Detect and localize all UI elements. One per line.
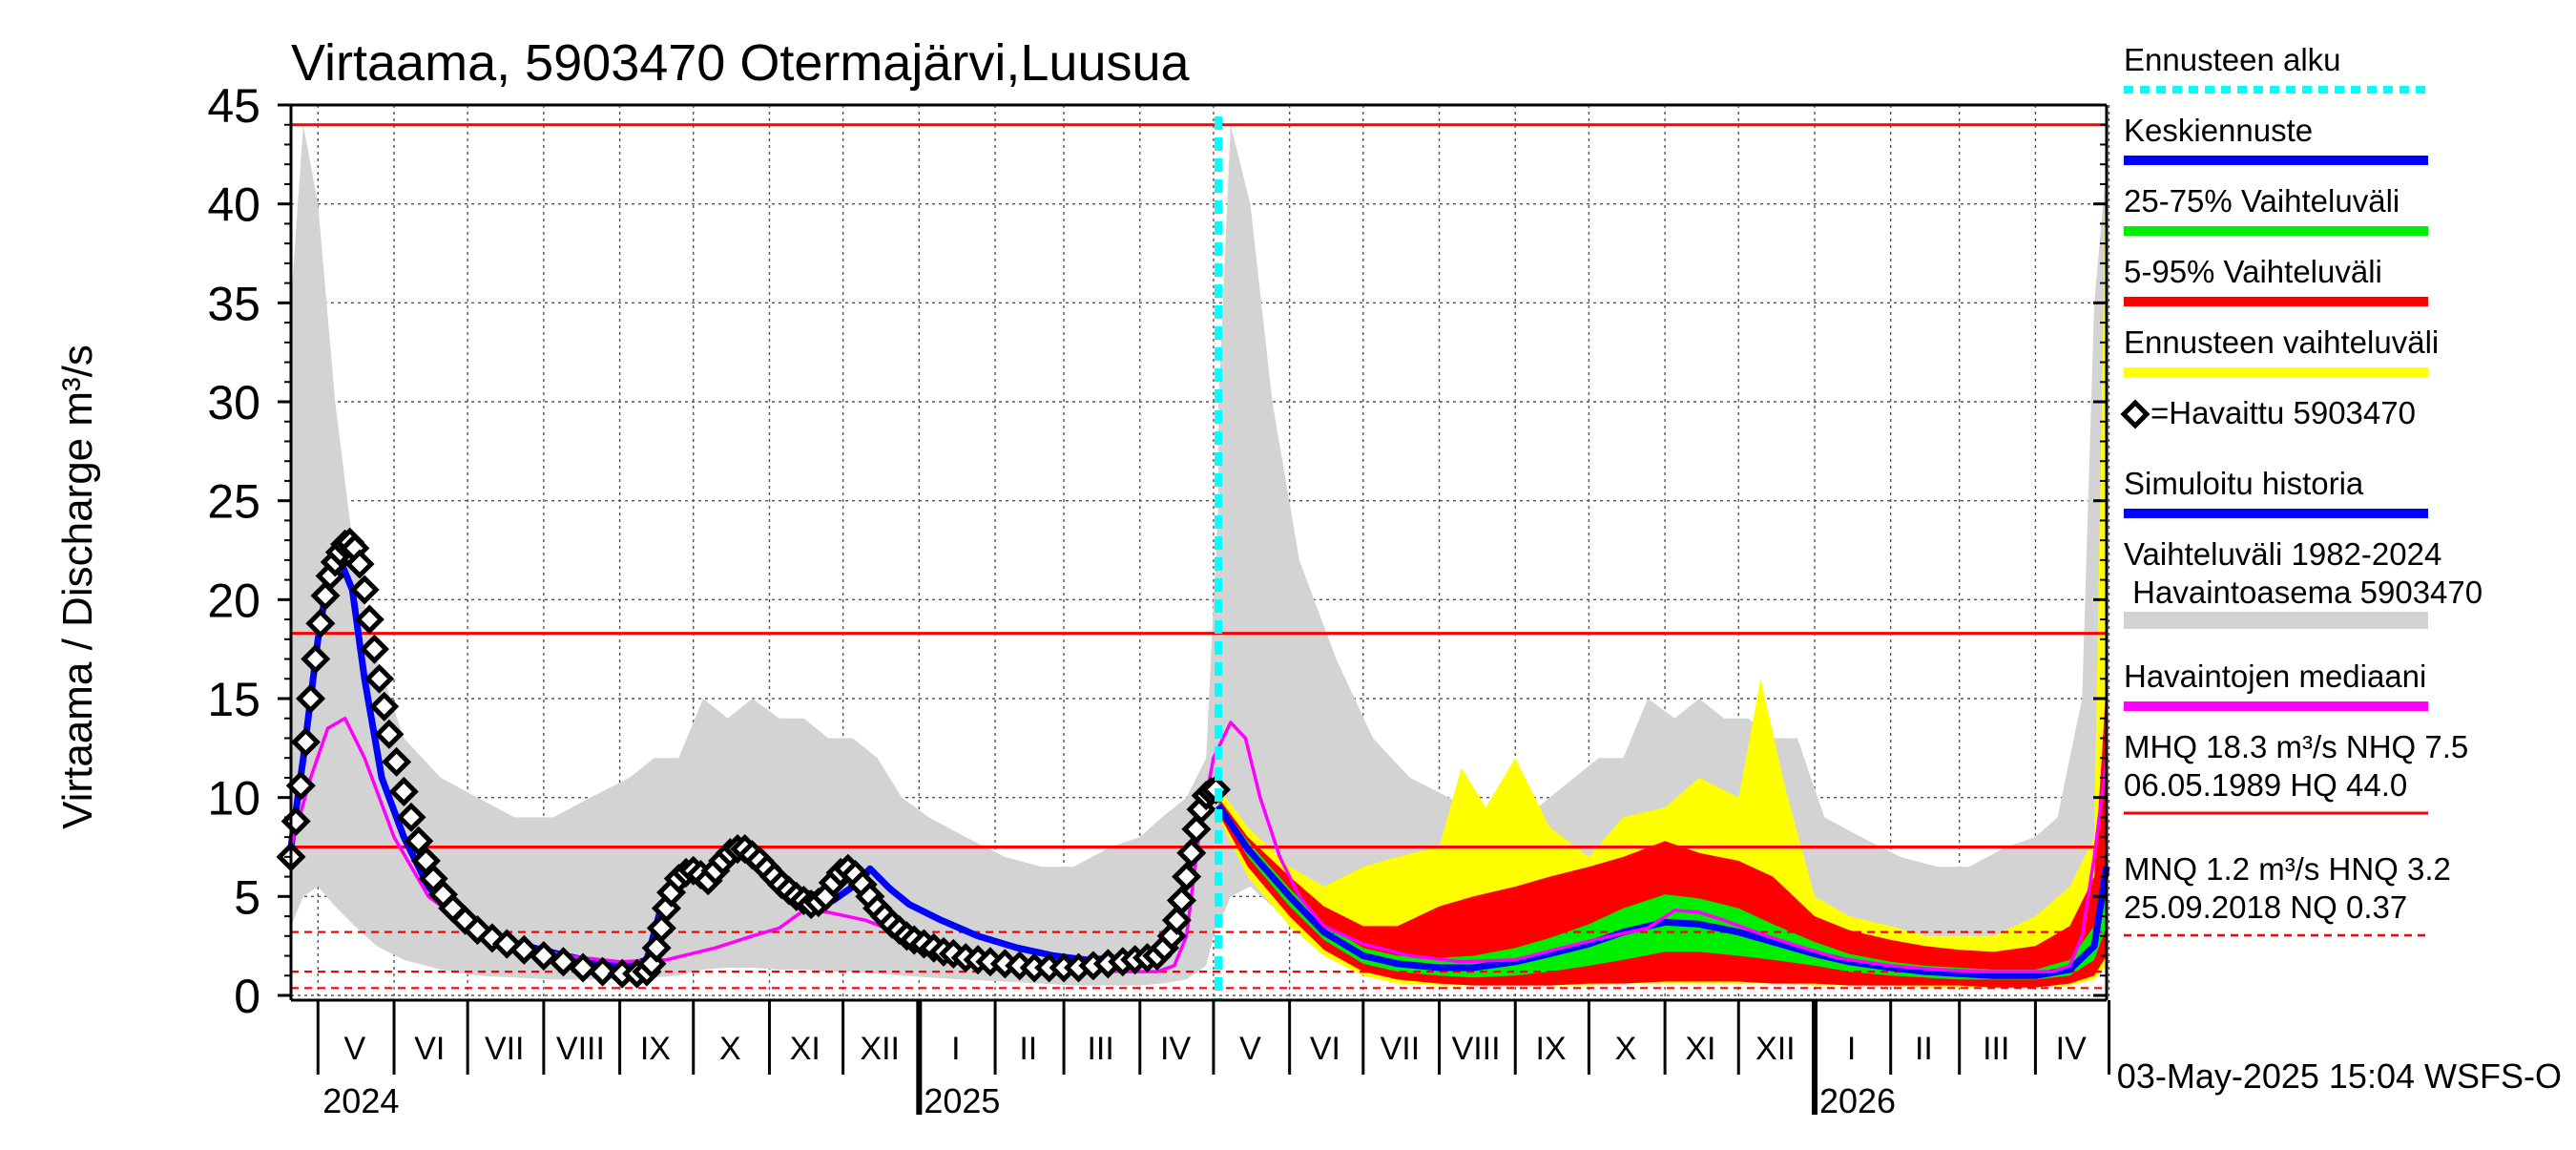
observed-markers <box>276 527 1232 989</box>
month-label: V <box>344 1031 366 1067</box>
y-tick-label: 0 <box>234 970 260 1023</box>
observed-point <box>404 826 434 856</box>
year-label: 2026 <box>1819 1081 1896 1120</box>
legend: Ennusteen alku Keskiennuste 25-75% Vaihtel… <box>2120 42 2483 937</box>
year-label: 2024 <box>322 1081 399 1120</box>
year-label: 2025 <box>924 1081 1000 1120</box>
observed-point <box>1161 905 1192 935</box>
observed-point <box>568 952 598 983</box>
blue-line <box>1215 804 2110 979</box>
observed-point <box>349 575 380 605</box>
observed-point <box>285 770 316 801</box>
observed-point <box>641 932 672 963</box>
observed-point <box>369 691 400 721</box>
legend-label: 5-95% Vaihteluväli <box>2124 254 2382 289</box>
month-label: IV <box>1160 1031 1191 1067</box>
y-tick-label: 45 <box>207 79 260 133</box>
y-tick-label: 20 <box>207 574 260 627</box>
y-tick-label: 35 <box>207 277 260 330</box>
legend-label: MNQ 1.2 m³/s HNQ 3.2 <box>2124 851 2451 887</box>
observed-point <box>1176 838 1207 868</box>
observed-point <box>344 549 375 579</box>
y-tick-label: 10 <box>207 772 260 826</box>
month-label: IX <box>1535 1031 1566 1067</box>
month-label: III <box>1087 1031 1113 1067</box>
month-label: VI <box>414 1031 445 1067</box>
month-label: X <box>1615 1031 1637 1067</box>
legend-label: Ennusteen vaihteluväli <box>2124 324 2439 360</box>
observed-point <box>1181 814 1212 845</box>
month-label: XII <box>860 1031 900 1067</box>
legend-label: Ennusteen alku <box>2124 42 2341 77</box>
month-label: IV <box>2056 1031 2087 1067</box>
legend-label: Simuloitu historia <box>2124 466 2364 501</box>
month-label: X <box>719 1031 741 1067</box>
range-bands <box>291 124 2107 988</box>
observed-point <box>382 746 412 777</box>
month-label: II <box>1915 1031 1933 1067</box>
y-axis-label: Virtaama / Discharge m³/s <box>54 345 101 829</box>
legend-label: =Havaittu 5903470 <box>2150 395 2416 430</box>
observed-point <box>364 663 395 694</box>
month-label: VII <box>1381 1031 1421 1067</box>
y-tick-label: 15 <box>207 673 260 726</box>
observed-point <box>388 776 419 806</box>
observed-point <box>290 727 321 758</box>
y-tick-label: 40 <box>207 178 260 232</box>
month-label: VI <box>1310 1031 1340 1067</box>
month-label: II <box>1019 1031 1037 1067</box>
y-tick-label: 30 <box>207 376 260 429</box>
month-label: XI <box>790 1031 821 1067</box>
footer-timestamp: 03-May-2025 15:04 WSFS-O <box>2117 1056 2562 1096</box>
legend-label-2: 25.09.2018 NQ 0.37 <box>2124 889 2407 925</box>
observed-point <box>374 719 405 749</box>
month-label: XI <box>1685 1031 1715 1067</box>
observed-point <box>359 634 389 664</box>
legend-label: Havaintojen mediaani <box>2124 659 2426 694</box>
observed-point <box>588 956 618 987</box>
observed-point <box>354 604 384 635</box>
month-label: VII <box>485 1031 525 1067</box>
band-ff0000 <box>1218 679 2107 988</box>
y-tick-label: 5 <box>234 870 260 924</box>
observed-point <box>1172 862 1202 892</box>
legend-label-2: Havaintoasema 5903470 <box>2124 575 2483 610</box>
y-tick-label: 25 <box>207 475 260 529</box>
legend-label: Vaihteluväli 1982-2024 <box>2124 536 2441 572</box>
observed-point <box>646 912 676 944</box>
observed-point <box>301 643 331 675</box>
month-label: I <box>951 1031 960 1067</box>
month-label: IX <box>640 1031 671 1067</box>
observed-point <box>310 580 341 611</box>
observed-point <box>1166 885 1197 916</box>
observed-point <box>396 802 426 832</box>
band-00ee00 <box>1218 801 2107 980</box>
month-label: VIII <box>556 1031 605 1067</box>
legend-label: Keskiennuste <box>2124 113 2313 148</box>
month-label: VIII <box>1452 1031 1501 1067</box>
chart-title: Virtaama, 5903470 Otermajärvi,Luusua <box>291 34 1191 92</box>
month-label: XII <box>1755 1031 1796 1067</box>
month-label: I <box>1847 1031 1856 1067</box>
legend-label: 25-75% Vaihteluväli <box>2124 183 2399 219</box>
band-d3d3d3 <box>291 124 1219 986</box>
legend-marker-diamond <box>2120 399 2150 429</box>
month-label: V <box>1239 1031 1261 1067</box>
month-label: III <box>1983 1031 2009 1067</box>
legend-label: MHQ 18.3 m³/s NHQ 7.5 <box>2124 729 2468 764</box>
observed-point <box>296 683 326 714</box>
observed-point <box>305 608 336 638</box>
legend-label-2: 06.05.1989 HQ 44.0 <box>2124 767 2407 803</box>
